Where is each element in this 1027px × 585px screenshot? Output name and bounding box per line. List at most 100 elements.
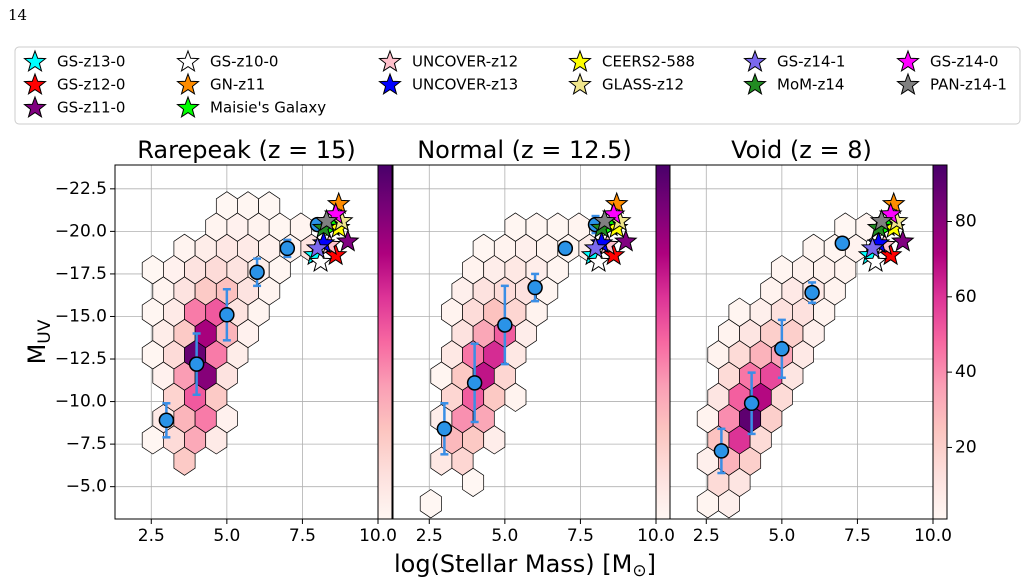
legend-marker <box>378 72 402 96</box>
page-number: 14 <box>8 6 27 24</box>
x-tick-label: 10.0 <box>637 526 675 546</box>
x-tick-label: 7.5 <box>289 526 316 546</box>
galaxy-star <box>613 229 638 252</box>
mean-point <box>774 341 790 357</box>
y-tick-label: −12.5 <box>55 349 107 369</box>
mean-point <box>466 375 483 391</box>
legend-label: MoM-z14 <box>777 76 844 94</box>
x-label-end: ] <box>647 550 656 578</box>
legend-marker <box>378 49 402 73</box>
legend-label: GS-z13-0 <box>57 53 125 71</box>
colorbar <box>655 164 671 520</box>
x-tick-label: 10.0 <box>359 526 397 546</box>
legend-marker <box>896 49 920 73</box>
y-tick-label: −20.0 <box>55 221 107 241</box>
legend-label: GS-z14-1 <box>777 53 845 71</box>
panel-title: Normal (z = 12.5) <box>417 136 632 164</box>
legend-marker <box>743 72 767 96</box>
x-tick-label: 2.5 <box>416 526 443 546</box>
legend-marker <box>568 49 592 73</box>
mean-point <box>743 395 760 412</box>
x-tick-label: 5.0 <box>768 526 795 546</box>
galaxy-star <box>305 235 330 259</box>
colorbar-tick-label: 40 <box>955 362 977 382</box>
x-label-sub: ⊙ <box>632 561 646 581</box>
y-tick-label: −10.0 <box>55 392 107 412</box>
panel-title: Rarepeak (z = 15) <box>137 136 355 164</box>
legend-marker <box>743 49 767 73</box>
hexbin-cell <box>258 191 281 221</box>
y-tick-label: −22.5 <box>55 179 107 199</box>
legend-label: GLASS-z12 <box>602 76 684 94</box>
galaxy-star <box>860 235 885 259</box>
legend-label: UNCOVER-z12 <box>412 53 518 71</box>
panel: 2.5 5.0 7.5 10.0 Void (z = 8) 20 40 60 80 <box>669 136 977 546</box>
colorbar <box>377 164 393 520</box>
legend-marker <box>23 49 47 73</box>
legend-label: UNCOVER-z13 <box>412 76 518 94</box>
legend-box <box>14 46 1021 125</box>
galaxy-star <box>308 249 333 273</box>
x-tick-label: 5.0 <box>213 526 240 546</box>
legend-label: PAN-z14-1 <box>930 76 1007 94</box>
legend-marker <box>176 49 200 73</box>
mean-point <box>527 279 543 296</box>
y-tick-label: −15.0 <box>55 306 107 326</box>
galaxy-star <box>869 208 894 232</box>
hexbin-layer <box>419 212 601 519</box>
x-tick-label: 2.5 <box>693 526 720 546</box>
panel: 2.5 5.0 7.5 10.0 −22.5 −20.0 −17.5 −15.0 −12.5 −1… <box>55 136 433 546</box>
mean-point <box>436 421 453 437</box>
hexbin-layer <box>141 191 323 476</box>
galaxy-star <box>314 208 339 232</box>
galaxy-star <box>592 208 617 232</box>
legend-marker <box>568 72 592 96</box>
legend-marker <box>23 95 47 119</box>
y-tick-label: −17.5 <box>55 264 107 284</box>
y-tick-label: −5.0 <box>66 477 107 497</box>
colorbar-tick-label: 60 <box>955 287 977 307</box>
mean-point <box>158 412 175 429</box>
legend-label: Maisie's Galaxy <box>210 99 326 117</box>
x-tick-label: 7.5 <box>844 526 871 546</box>
hexbin-cell <box>419 489 442 519</box>
x-tick-label: 2.5 <box>138 526 165 546</box>
x-label-main: log(Stellar Mass) [M <box>394 550 632 578</box>
legend-label: CEERS2-588 <box>602 53 695 71</box>
legend-label: GS-z10-0 <box>210 53 278 71</box>
galaxy-star <box>335 229 360 252</box>
colorbar-tick-label: 80 <box>955 211 977 231</box>
galaxy-star <box>863 249 888 273</box>
colorbar <box>932 164 948 520</box>
mean-point <box>188 356 205 372</box>
mean-point <box>279 240 296 257</box>
legend-marker <box>23 72 47 96</box>
x-tick-label: 7.5 <box>567 526 594 546</box>
galaxy-star <box>326 191 351 215</box>
galaxy-star <box>583 235 608 259</box>
galaxy-star <box>604 191 629 215</box>
legend-label: GS-z11-0 <box>57 99 125 117</box>
mean-point <box>249 264 265 280</box>
mean-point <box>219 307 235 323</box>
galaxy-star <box>890 229 915 252</box>
legend-marker <box>896 72 920 96</box>
y-tick-label: −7.5 <box>66 434 107 454</box>
mean-point <box>713 443 730 459</box>
legend-label: GN-z11 <box>210 76 265 94</box>
galaxy-star <box>881 191 906 215</box>
y-axis-label: MUV <box>23 319 55 364</box>
mean-point <box>497 317 513 333</box>
mean-point <box>834 235 851 252</box>
y-label-main: M <box>23 344 51 365</box>
legend-marker <box>176 72 200 96</box>
x-tick-label: 10.0 <box>914 526 952 546</box>
mean-point <box>804 284 820 301</box>
legend-label: GS-z12-0 <box>57 76 125 94</box>
x-tick-label: 5.0 <box>491 526 518 546</box>
mean-point <box>557 240 574 257</box>
panel-title: Void (z = 8) <box>731 136 872 164</box>
colorbar-tick-label: 20 <box>955 437 977 457</box>
